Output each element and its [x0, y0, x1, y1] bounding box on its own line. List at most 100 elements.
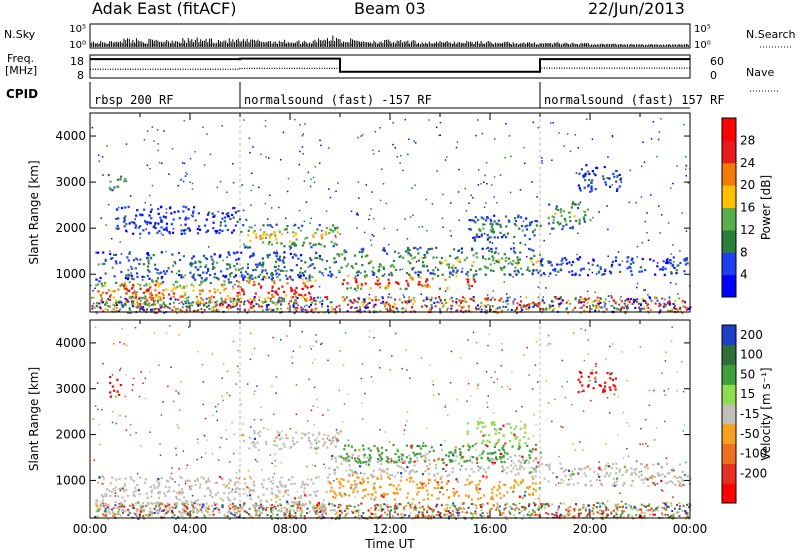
velocity-speckle [316, 437, 318, 439]
velocity-speckle [654, 508, 657, 511]
power-echo [148, 214, 151, 217]
power-echo [486, 267, 489, 270]
velocity-echo [124, 477, 127, 480]
velocity-speckle [386, 504, 389, 507]
velocity-speckle [462, 507, 464, 509]
power-speckle [603, 305, 606, 308]
power-echo [304, 261, 307, 264]
velocity-speckle [432, 515, 435, 518]
power-echo [164, 272, 167, 275]
power-speckle [510, 308, 513, 311]
velocity-speckle [582, 506, 585, 509]
velocity-echo [277, 489, 280, 492]
velocity-speckle [587, 353, 590, 355]
power-echo [143, 208, 146, 211]
velocity-speckle [159, 443, 161, 445]
velocity-speckle [533, 511, 536, 514]
power-echo [458, 259, 461, 262]
velocity-speckle [140, 506, 143, 509]
noise-ytick-left-bottom: 10⁰ [69, 40, 86, 51]
power-echo [128, 273, 131, 277]
freq-panel-frame [89, 54, 691, 79]
velocity-speckle [173, 503, 176, 506]
velocity-speckle [306, 465, 308, 468]
power-echo [204, 279, 207, 282]
velocity-speckle [414, 507, 417, 510]
power-speckle [135, 296, 138, 298]
velocity-speckle [570, 478, 573, 481]
power-echo [486, 246, 490, 249]
velocity-speckle [407, 501, 410, 504]
power-echo [297, 275, 301, 279]
power-speckle [269, 297, 272, 300]
velocity-echo [193, 480, 196, 483]
power-speckle [143, 139, 146, 141]
power-echo [286, 282, 289, 285]
velocity-speckle [579, 441, 581, 443]
power-speckle [153, 140, 155, 142]
power-echo [272, 295, 275, 298]
velocity-speckle [574, 449, 577, 451]
velocity-speckle [639, 346, 642, 348]
power-echo [452, 270, 455, 273]
power-speckle [640, 307, 643, 310]
velocity-speckle [261, 507, 264, 510]
velocity-speckle [499, 513, 502, 516]
power-echo [125, 292, 128, 295]
power-echo [180, 287, 183, 290]
power-speckle [96, 306, 99, 309]
freq-line [90, 57, 690, 73]
velocity-speckle [486, 502, 489, 505]
velocity-echo [178, 490, 181, 493]
power-ytick-label: 3000 [55, 175, 86, 189]
power-speckle [625, 298, 628, 301]
power-echo [202, 254, 206, 257]
power-echo [275, 241, 279, 244]
power-speckle [638, 307, 641, 310]
power-echo [465, 278, 468, 281]
power-speckle [214, 301, 217, 304]
power-echo [649, 258, 652, 261]
power-echo [124, 301, 127, 304]
power-echo [382, 266, 385, 269]
velocity-speckle [518, 502, 521, 505]
velocity-speckle [260, 406, 262, 409]
velocity-speckle [337, 439, 340, 442]
velocity-speckle [135, 431, 137, 434]
velocity-speckle [203, 506, 206, 509]
power-speckle [287, 302, 290, 305]
power-speckle [236, 298, 239, 301]
power-echo [271, 289, 274, 293]
velocity-speckle [184, 480, 187, 483]
power-speckle [459, 301, 462, 304]
velocity-speckle [560, 514, 563, 517]
power-echo [578, 218, 581, 221]
velocity-speckle [498, 510, 501, 513]
power-echo [132, 286, 135, 289]
power-speckle [342, 296, 345, 299]
power-speckle [498, 299, 501, 302]
velocity-speckle [469, 512, 472, 515]
power-speckle [148, 305, 151, 308]
power-speckle [404, 307, 407, 310]
power-echo [165, 228, 168, 231]
power-echo [179, 284, 182, 287]
power-echo [569, 220, 572, 223]
power-echo [120, 206, 124, 210]
power-speckle [477, 169, 480, 171]
power-speckle [683, 123, 685, 126]
velocity-echo [287, 502, 290, 505]
power-speckle [401, 268, 404, 271]
velocity-speckle [684, 509, 687, 512]
power-echo [97, 251, 100, 254]
power-speckle [197, 303, 200, 306]
power-echo [228, 297, 231, 301]
power-speckle [101, 301, 104, 304]
velocity-echo [97, 481, 100, 484]
velocity-speckle [588, 511, 591, 514]
velocity-echo [118, 487, 121, 491]
power-speckle [287, 177, 290, 180]
velocity-speckle [360, 514, 363, 517]
velocity-speckle [322, 499, 325, 501]
power-speckle [179, 179, 182, 182]
